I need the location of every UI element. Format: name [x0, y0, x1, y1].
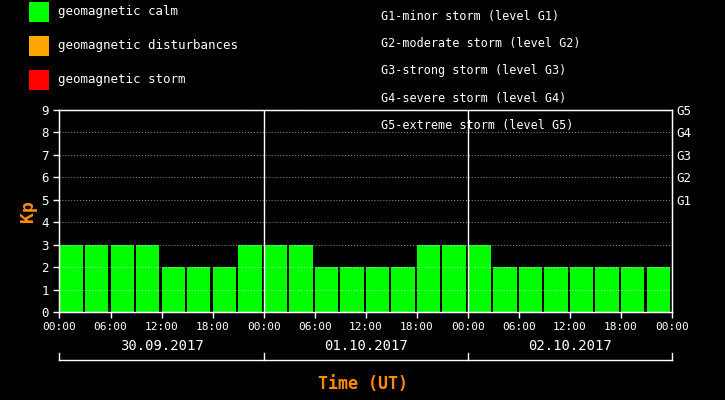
Text: G3-strong storm (level G3): G3-strong storm (level G3)	[381, 64, 566, 78]
Bar	[494, 267, 517, 312]
Bar	[264, 245, 287, 312]
Bar	[621, 267, 645, 312]
Text: 01.10.2017: 01.10.2017	[324, 339, 407, 353]
Bar	[238, 245, 262, 312]
Bar	[417, 245, 440, 312]
Bar	[340, 267, 364, 312]
Text: geomagnetic disturbances: geomagnetic disturbances	[58, 40, 238, 52]
Bar	[187, 267, 210, 312]
Text: geomagnetic calm: geomagnetic calm	[58, 6, 178, 18]
Y-axis label: Kp: Kp	[20, 200, 38, 222]
Bar	[162, 267, 185, 312]
Text: 30.09.2017: 30.09.2017	[120, 339, 204, 353]
Text: geomagnetic storm: geomagnetic storm	[58, 74, 186, 86]
Bar	[570, 267, 593, 312]
Bar	[85, 245, 108, 312]
Text: Time (UT): Time (UT)	[318, 375, 407, 393]
Bar	[468, 245, 492, 312]
Bar	[365, 267, 389, 312]
Bar	[59, 245, 83, 312]
Text: G1-minor storm (level G1): G1-minor storm (level G1)	[381, 10, 559, 23]
Bar	[136, 245, 160, 312]
Bar	[595, 267, 619, 312]
Bar	[392, 267, 415, 312]
Bar	[519, 267, 542, 312]
Text: G2-moderate storm (level G2): G2-moderate storm (level G2)	[381, 37, 580, 50]
Bar	[212, 267, 236, 312]
Text: 02.10.2017: 02.10.2017	[528, 339, 612, 353]
Bar	[110, 245, 134, 312]
Bar	[289, 245, 312, 312]
Text: G4-severe storm (level G4): G4-severe storm (level G4)	[381, 92, 566, 105]
Bar	[315, 267, 338, 312]
Bar	[544, 267, 568, 312]
Bar	[647, 267, 670, 312]
Text: G5-extreme storm (level G5): G5-extreme storm (level G5)	[381, 119, 573, 132]
Bar	[442, 245, 465, 312]
